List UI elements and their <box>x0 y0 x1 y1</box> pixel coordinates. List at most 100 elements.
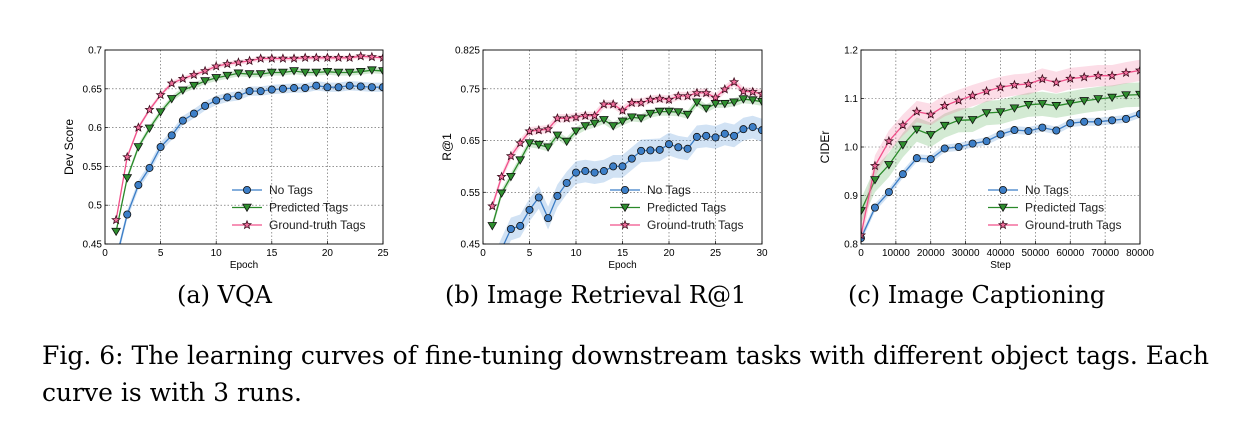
point-predicted-tags <box>515 156 526 165</box>
point-predicted-tags <box>543 143 553 152</box>
point-ground-truth-tags <box>939 100 950 111</box>
point-no-tags <box>758 126 762 135</box>
point-ground-truth-tags <box>1037 73 1048 84</box>
point-ground-truth-tags <box>288 53 300 63</box>
point-no-tags <box>884 188 893 197</box>
point-ground-truth-tags <box>617 105 628 115</box>
point-no-tags <box>683 144 692 153</box>
y-axis-label: R@1 <box>440 133 454 161</box>
point-ground-truth-tags <box>177 73 188 84</box>
x-tick-label: 40000 <box>987 248 1015 259</box>
point-predicted-tags <box>939 121 950 131</box>
point-no-tags <box>189 109 198 118</box>
point-predicted-tags <box>144 124 155 133</box>
y-tick-label: 0.65 <box>461 136 481 147</box>
point-ground-truth-tags <box>311 52 322 63</box>
point-ground-truth-tags <box>663 94 675 104</box>
point-ground-truth-tags <box>1134 65 1140 75</box>
point-no-tags <box>968 139 977 148</box>
x-tick-label: 10 <box>570 248 582 259</box>
point-no-tags <box>674 143 683 152</box>
point-predicted-tags <box>366 66 377 75</box>
legend-label-predicted-tags: Predicted Tags <box>1025 201 1104 215</box>
point-no-tags <box>730 131 739 140</box>
point-no-tags <box>870 203 879 212</box>
point-predicted-tags <box>322 67 333 77</box>
plot-frame <box>860 49 1141 245</box>
point-predicted-tags <box>911 125 922 135</box>
point-no-tags <box>940 144 949 153</box>
point-predicted-tags <box>311 68 322 78</box>
x-tick-label: 20 <box>322 248 334 259</box>
point-no-tags <box>534 193 543 202</box>
point-ground-truth-tags <box>645 94 656 104</box>
point-ground-truth-tags <box>738 86 749 96</box>
point-no-tags <box>123 210 132 219</box>
point-no-tags <box>525 205 534 214</box>
point-no-tags <box>655 145 664 154</box>
y-tick-label: 1.2 <box>844 46 858 57</box>
line-ground-truth-tags <box>115 55 383 221</box>
point-predicted-tags <box>664 107 674 117</box>
legend-marker-ground-truth-tags <box>619 219 631 230</box>
point-ground-truth-tags <box>967 90 978 100</box>
point-no-tags <box>290 84 299 93</box>
point-ground-truth-tags <box>244 55 255 66</box>
x-axis-label: Step <box>990 260 1011 271</box>
plot-area <box>487 76 762 244</box>
point-predicted-tags <box>861 207 866 216</box>
x-tick-label: 15 <box>617 248 629 259</box>
legend-marker-no-tags <box>999 185 1008 194</box>
point-ground-truth-tags <box>861 229 867 240</box>
point-predicted-tags <box>189 81 199 91</box>
point-ground-truth-tags <box>729 76 740 87</box>
y-tick-label: 1.0 <box>844 143 858 154</box>
point-no-tags <box>516 221 525 230</box>
point-predicted-tags <box>496 189 507 198</box>
plot-frame <box>482 49 763 245</box>
point-predicted-tags <box>870 176 880 185</box>
point-predicted-tags <box>533 140 544 150</box>
point-predicted-tags <box>884 161 894 170</box>
legend-marker-no-tags <box>621 185 630 194</box>
plot-frame <box>104 49 384 245</box>
point-predicted-tags <box>487 222 498 231</box>
point-predicted-tags <box>506 172 516 182</box>
figure-caption-label: Fig. 6: <box>42 341 124 370</box>
point-predicted-tags <box>1051 102 1062 111</box>
point-no-tags <box>692 132 701 141</box>
legend-marker-ground-truth-tags <box>997 219 1009 230</box>
point-predicted-tags <box>1079 97 1090 106</box>
x-tick-label: 60000 <box>1056 248 1084 259</box>
chart-2: 0 10000 20000 30000 40000 50000 60000 70000 8000… <box>818 46 1154 272</box>
point-no-tags <box>312 81 321 90</box>
point-no-tags <box>1122 114 1131 123</box>
point-no-tags <box>1024 126 1033 135</box>
point-no-tags <box>954 142 963 151</box>
point-predicted-tags <box>925 131 936 140</box>
x-tick-label: 0 <box>480 248 486 259</box>
point-predicted-tags <box>719 100 730 109</box>
point-predicted-tags <box>111 227 122 237</box>
point-ground-truth-tags <box>552 112 563 123</box>
y-axis-label: Dev Score <box>62 119 76 175</box>
point-predicted-tags <box>617 117 628 126</box>
point-no-tags <box>167 131 176 140</box>
point-predicted-tags <box>626 113 637 122</box>
x-tick-label: 0 <box>858 248 864 259</box>
x-tick-label: 20000 <box>917 248 945 259</box>
point-predicted-tags <box>524 139 535 148</box>
point-ground-truth-tags <box>1065 73 1076 83</box>
y-tick-label: 0.9 <box>844 191 858 202</box>
point-no-tags <box>982 137 991 146</box>
x-tick-label: 5 <box>158 248 164 259</box>
point-ground-truth-tags <box>277 53 288 63</box>
subcaption-vqa: (a) VQA <box>177 281 273 309</box>
x-tick-label: 30 <box>756 248 768 259</box>
point-ground-truth-tags <box>636 97 647 108</box>
point-no-tags <box>646 146 655 155</box>
point-no-tags <box>301 84 310 93</box>
point-predicted-tags <box>673 108 684 117</box>
x-tick-label: 10 <box>211 248 223 259</box>
